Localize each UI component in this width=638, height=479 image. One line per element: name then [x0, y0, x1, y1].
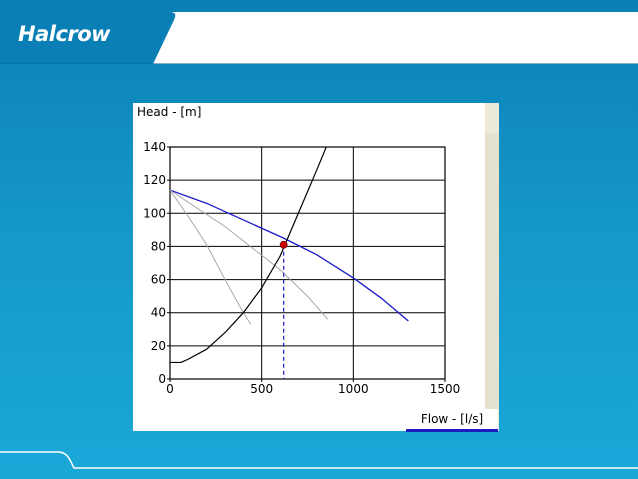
chart-svg: 0 20 40 60 80 100 120 140 0 500 1000 1500 [133, 103, 499, 431]
x-tick-label: 0 [166, 382, 174, 396]
halcrow-logo: Halcrow [18, 22, 111, 46]
slide-header: Halcrow Pump Selection [0, 0, 638, 64]
series-line-2 [170, 189, 329, 320]
slide-footer [0, 451, 638, 469]
y-tick-label: 100 [143, 206, 166, 220]
y-tick-label: 20 [151, 339, 166, 353]
x-tick-label: 1000 [338, 382, 369, 396]
operating-point-marker [279, 240, 288, 249]
y-tick-label: 60 [151, 273, 166, 287]
series-line-3 [170, 189, 252, 325]
series-line-4 [170, 147, 327, 364]
x-tick-label: 500 [250, 382, 273, 396]
page-title: Pump Selection [453, 30, 596, 51]
pump-chart: 0 20 40 60 80 100 120 140 0 500 1000 1500 Head - [m… [133, 103, 499, 432]
y-tick-label: 120 [143, 173, 166, 187]
y-axis-label: Head - [m] [135, 105, 204, 119]
y-tick-label: 0 [158, 372, 166, 386]
y-tick-label: 40 [151, 306, 166, 320]
x-axis-label: Flow - [l/s] [406, 409, 498, 432]
y-tick-label: 80 [151, 239, 166, 253]
x-tick-label: 1500 [430, 382, 461, 396]
y-tick-label: 140 [143, 140, 166, 154]
chart-side-strip [485, 133, 499, 409]
plot-area [169, 146, 446, 380]
header-band [0, 12, 638, 64]
series-line-1 [170, 189, 409, 322]
